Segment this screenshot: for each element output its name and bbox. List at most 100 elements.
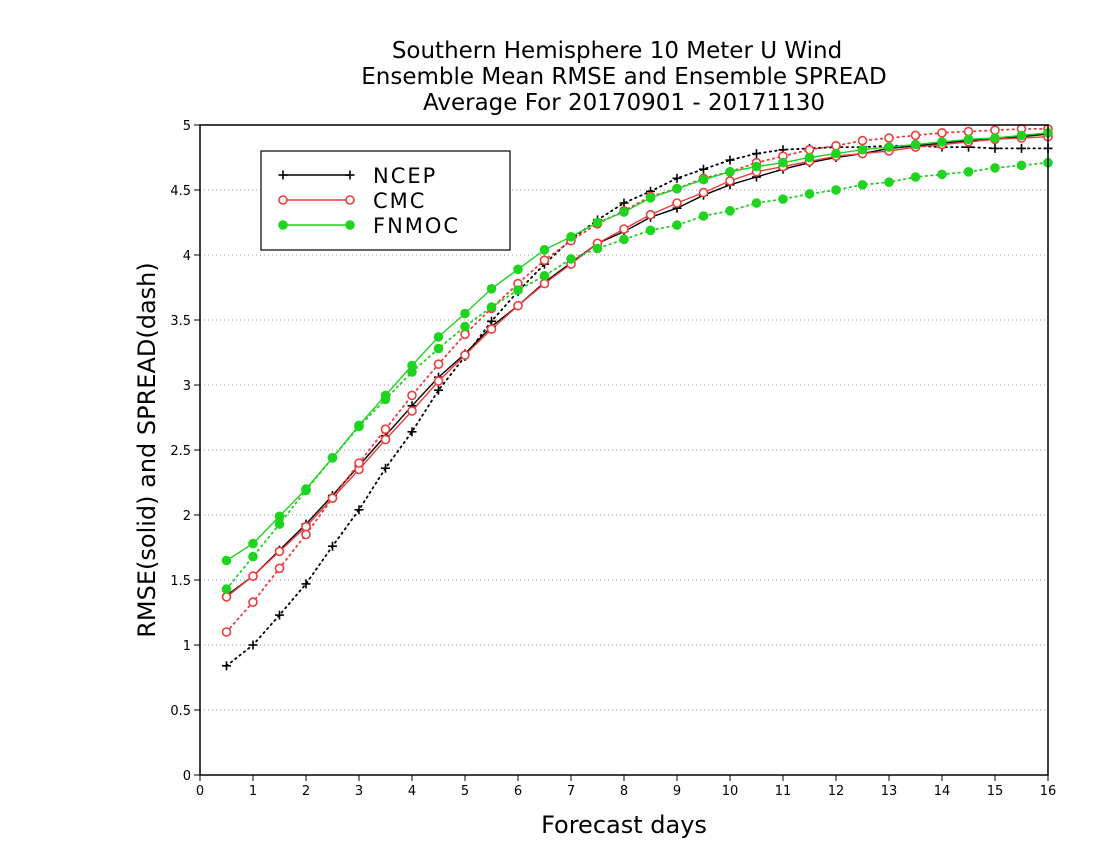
- y-tick-label: 0.5: [170, 704, 191, 719]
- data-point: [354, 505, 364, 515]
- y-tick-label: 3.5: [170, 314, 191, 329]
- data-point: [248, 597, 258, 607]
- data-point: [328, 541, 337, 551]
- y-tick-label: 4: [183, 249, 191, 264]
- y-tick-label: 5: [183, 119, 191, 134]
- data-point: [513, 300, 523, 311]
- legend-marker: [278, 220, 288, 230]
- data-point: [327, 493, 338, 503]
- data-point: [751, 161, 762, 172]
- series-line-cmc-spread: [225, 127, 1049, 633]
- data-point: [460, 321, 470, 332]
- data-point: [221, 555, 232, 566]
- data-point: [857, 144, 868, 155]
- data-point: [274, 546, 285, 557]
- data-point: [1016, 130, 1027, 141]
- chart-title-line-3: Average For 20170901 - 20171130: [423, 90, 825, 116]
- data-series: [221, 124, 1053, 671]
- legend-item-fnmoc: FNMOC: [278, 214, 458, 238]
- y-tick-label: 2.5: [170, 444, 191, 459]
- data-point: [460, 350, 470, 360]
- legend-item-ncep: NCEP: [278, 164, 435, 188]
- data-point: [566, 232, 576, 242]
- data-point: [990, 143, 1000, 153]
- x-tick-label: 0: [196, 784, 204, 799]
- x-tick-label: 13: [881, 784, 898, 799]
- data-point: [539, 271, 550, 281]
- data-point: [592, 217, 603, 228]
- chart-title: Southern Hemisphere 10 Meter U Wind Ense…: [361, 38, 886, 116]
- chart-title-line-2: Ensemble Mean RMSE and Ensemble SPREAD: [361, 64, 886, 90]
- data-point: [274, 519, 285, 529]
- data-point: [645, 209, 656, 220]
- data-point: [433, 332, 444, 342]
- data-point: [460, 329, 470, 340]
- data-point: [619, 224, 629, 234]
- data-point: [619, 198, 629, 208]
- data-point: [354, 458, 364, 468]
- data-point: [672, 183, 682, 194]
- data-point: [937, 128, 947, 138]
- data-point: [274, 563, 285, 574]
- data-point: [699, 164, 708, 174]
- data-point: [248, 538, 258, 549]
- data-point: [566, 254, 576, 264]
- data-point: [513, 285, 523, 295]
- data-point: [857, 180, 868, 190]
- x-axis-label: Forecast days: [541, 811, 707, 839]
- data-point: [804, 189, 815, 199]
- data-point: [804, 152, 815, 163]
- x-tick-label: 4: [408, 784, 416, 799]
- data-point: [910, 139, 921, 150]
- data-point: [725, 155, 735, 165]
- data-point: [301, 579, 311, 589]
- data-point: [804, 144, 815, 155]
- data-point: [672, 198, 682, 208]
- data-point: [963, 126, 974, 137]
- data-point: [910, 130, 921, 141]
- data-point: [698, 211, 709, 221]
- data-point: [222, 661, 231, 671]
- data-point: [831, 141, 841, 151]
- data-point: [990, 133, 1000, 143]
- data-point: [698, 174, 709, 185]
- series-line-ncep-spread: [225, 144, 1049, 667]
- data-point: [725, 206, 735, 216]
- data-point: [778, 157, 788, 168]
- data-point: [433, 376, 444, 386]
- data-point: [433, 343, 444, 354]
- data-point: [301, 529, 311, 540]
- x-tick-label: 15: [987, 784, 1004, 799]
- data-point: [1016, 160, 1027, 171]
- x-tick-label: 6: [514, 784, 522, 799]
- x-tick-label: 10: [722, 784, 739, 799]
- data-point: [884, 177, 894, 187]
- data-point: [752, 149, 761, 159]
- data-point: [698, 187, 709, 198]
- data-point: [831, 185, 841, 195]
- data-point: [513, 264, 523, 275]
- data-point: [937, 169, 947, 180]
- x-tick-label: 3: [355, 784, 363, 799]
- data-point: [592, 243, 603, 254]
- data-point: [433, 359, 444, 370]
- x-tick-label: 12: [828, 784, 845, 799]
- data-point: [937, 137, 947, 147]
- data-point: [963, 167, 974, 177]
- data-point: [221, 592, 232, 602]
- data-point: [645, 193, 656, 203]
- data-point: [751, 198, 762, 208]
- x-tick-label: 14: [934, 784, 951, 799]
- data-point: [301, 485, 311, 496]
- data-point: [725, 176, 735, 186]
- y-tick-label: 3: [183, 379, 191, 394]
- data-point: [778, 194, 788, 204]
- legend-label: CMC: [373, 189, 426, 213]
- data-point: [1017, 143, 1026, 153]
- y-tick-label: 2: [183, 509, 191, 524]
- data-point: [380, 424, 391, 435]
- data-point: [672, 220, 682, 230]
- series-fnmoc-spread: [221, 157, 1053, 594]
